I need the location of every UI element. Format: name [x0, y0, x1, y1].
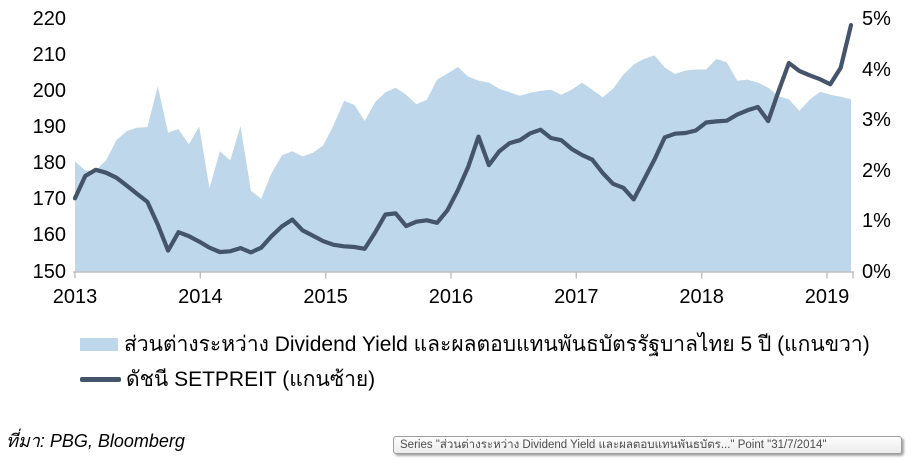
x-axis-tick-label: 2019	[804, 286, 850, 308]
legend-label-setpreit: ดัชนี SETPREIT (แกนซ้าย)	[126, 367, 376, 391]
right-axis-tick-label: 3%	[862, 109, 891, 131]
x-axis-tick-label: 2014	[178, 286, 223, 308]
area-series-swatch	[80, 337, 118, 351]
left-axis-tick-label: 220	[32, 8, 66, 30]
chart-legend: ส่วนต่างระหว่าง Dividend Yield และผลตอบแ…	[80, 331, 870, 401]
left-axis-tick-label: 150	[32, 260, 66, 283]
legend-label-spread: ส่วนต่างระหว่าง Dividend Yield และผลตอบแ…	[124, 332, 870, 356]
left-axis-tick-label: 210	[32, 44, 66, 67]
right-axis-tick-label: 4%	[862, 58, 891, 81]
left-axis-tick-label: 170	[32, 188, 66, 211]
setpreit-line-series[interactable]	[72, 23, 854, 255]
spread-area-series[interactable]	[75, 55, 851, 272]
x-axis-tick-label: 2018	[679, 286, 724, 308]
left-axis-tick-label: 180	[32, 152, 66, 175]
left-axis-tick-label: 160	[32, 224, 66, 247]
tooltip-text: Series "ส่วนต่างระหว่าง Dividend Yield แ…	[400, 439, 827, 451]
right-axis-tick-label: 0%	[862, 260, 891, 283]
legend-item-setpreit[interactable]: ดัชนี SETPREIT (แกนซ้าย)	[80, 366, 870, 392]
x-axis-tick-label: 2017	[554, 286, 599, 308]
left-axis-tick-label: 190	[32, 116, 66, 139]
left-axis-tick-label: 200	[32, 80, 66, 103]
x-axis-tick-label: 2015	[303, 286, 348, 308]
right-axis-tick-label: 1%	[862, 210, 891, 232]
line-series-swatch	[80, 376, 121, 382]
legend-item-spread[interactable]: ส่วนต่างระหว่าง Dividend Yield และผลตอบแ…	[80, 331, 870, 357]
chart-hover-tooltip: Series "ส่วนต่างระหว่าง Dividend Yield แ…	[393, 436, 902, 454]
right-axis-tick-label: 5%	[862, 8, 891, 30]
source-note: ที่มา: PBG, Bloomberg	[6, 431, 185, 451]
x-axis-tick-label: 2013	[52, 286, 98, 308]
x-axis-tick-label: 2016	[428, 286, 474, 308]
right-axis-tick-label: 2%	[862, 159, 891, 182]
